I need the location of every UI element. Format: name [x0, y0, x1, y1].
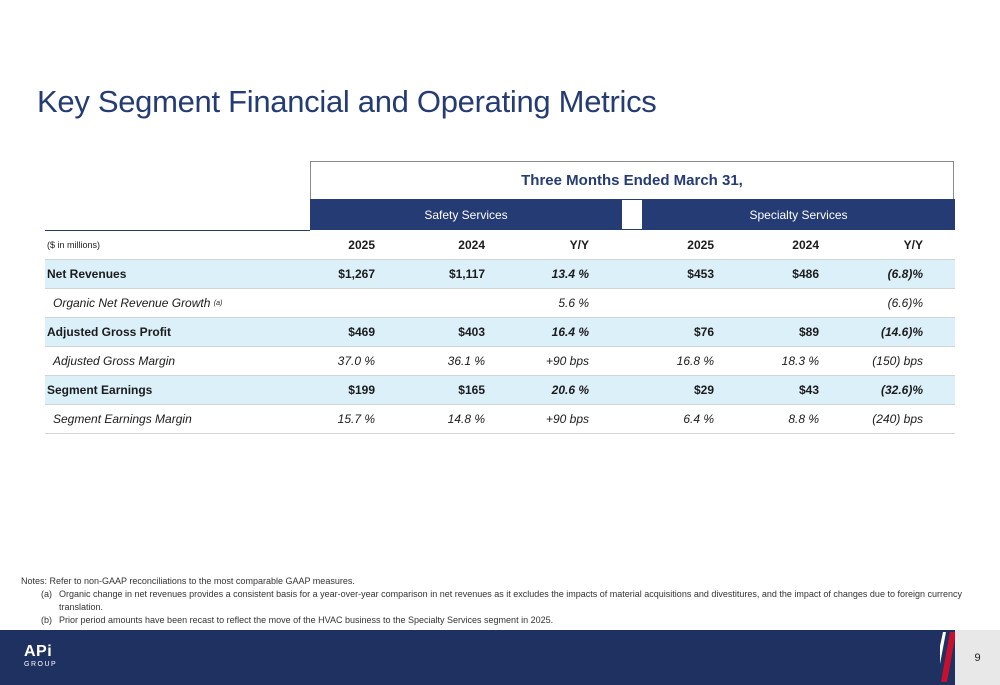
table-row: Adjusted Gross Profit $469 $403 16.4 % $…	[45, 318, 955, 347]
footnote-mark: (b)	[41, 615, 52, 625]
segment-header-safety: Safety Services	[310, 199, 622, 230]
header-rule	[45, 230, 310, 231]
table-cell: $453	[687, 267, 714, 281]
segment-header-specialty: Specialty Services	[642, 199, 955, 230]
footnote-text: Prior period amounts have been recast to…	[59, 615, 554, 625]
table-cell: (6.6)%	[887, 296, 923, 310]
table-row: Segment Earnings $199 $165 20.6 % $29 $4…	[45, 376, 955, 405]
table-row: Net Revenues $1,267 $1,117 13.4 % $453 $…	[45, 260, 955, 289]
table-cell: (32.6)%	[880, 383, 923, 397]
table-cell: (150) bps	[872, 354, 923, 368]
table-cell: 6.4 %	[683, 412, 714, 426]
page-title: Key Segment Financial and Operating Metr…	[37, 84, 657, 119]
table-cell: $469	[348, 325, 375, 339]
col-header-specialty-2024: 2024	[792, 238, 819, 252]
units-label: ($ in millions)	[47, 240, 101, 250]
footnote-text: Organic change in net revenues provides …	[59, 589, 962, 612]
table-row: Organic Net Revenue Growth (a) 5.6 % (6.…	[45, 289, 955, 318]
footnote-marker: (a)	[213, 299, 223, 307]
table-cell: 16.8 %	[676, 354, 714, 368]
footnotes: Notes: Refer to non-GAAP reconciliations…	[21, 575, 981, 627]
row-label-text: Organic Net Revenue Growth	[53, 296, 211, 310]
logo-wordmark: APi	[24, 643, 53, 660]
table-cell: 15.7 %	[337, 412, 375, 426]
footnote-item: (b) Prior period amounts have been recas…	[21, 614, 981, 627]
logo-subtext: GROUP	[24, 661, 58, 668]
footnote-mark: (a)	[41, 589, 52, 599]
col-header-specialty-yy: Y/Y	[903, 238, 923, 252]
table-cell: +90 bps	[545, 354, 589, 368]
col-header-safety-2024: 2024	[458, 238, 485, 252]
table-cell: +90 bps	[545, 412, 589, 426]
row-label: Segment Earnings	[47, 383, 153, 397]
table-cell: 18.3 %	[781, 354, 819, 368]
row-label: Segment Earnings Margin	[53, 412, 192, 426]
row-label: Net Revenues	[47, 267, 127, 281]
footer-bar	[0, 630, 1000, 685]
table-cell: $199	[348, 383, 375, 397]
table-cell: (6.8)%	[887, 267, 923, 281]
row-label: Adjusted Gross Profit	[47, 325, 172, 339]
table-cell: $76	[693, 325, 714, 339]
table-cell: 20.6 %	[551, 383, 589, 397]
table-cell: 8.8 %	[788, 412, 819, 426]
table-cell: (14.6)%	[880, 325, 923, 339]
table-cell: $486	[792, 267, 819, 281]
table-cell: 37.0 %	[337, 354, 375, 368]
company-logo: APi GROUP	[24, 644, 57, 669]
table-row: Segment Earnings Margin 15.7 % 14.8 % +9…	[45, 405, 955, 434]
footnote-item: (a) Organic change in net revenues provi…	[21, 588, 981, 614]
column-header-row: ($ in millions) 2025 2024 Y/Y 2025 2024 …	[45, 231, 955, 260]
table-cell: $403	[458, 325, 485, 339]
row-label: Adjusted Gross Margin	[53, 354, 176, 368]
table-cell: $1,267	[338, 267, 375, 281]
page-number: 9	[974, 651, 981, 664]
table-cell: 5.6 %	[558, 296, 589, 310]
table-cell: 36.1 %	[447, 354, 485, 368]
table-cell: $1,117	[448, 267, 485, 281]
table-cell: $165	[458, 383, 485, 397]
accent-slash-icon	[940, 632, 956, 682]
period-header: Three Months Ended March 31,	[310, 161, 954, 199]
table-cell: $43	[798, 383, 819, 397]
table-cell: $89	[798, 325, 819, 339]
col-header-safety-2025: 2025	[348, 238, 375, 252]
col-header-safety-yy: Y/Y	[569, 238, 589, 252]
segment-header-gap	[622, 199, 642, 230]
page-number-box: 9	[955, 630, 1000, 685]
notes-intro: Notes: Refer to non-GAAP reconciliations…	[21, 576, 355, 586]
table-row: Adjusted Gross Margin 37.0 % 36.1 % +90 …	[45, 347, 955, 376]
table-cell: (240) bps	[872, 412, 923, 426]
table-cell: 16.4 %	[551, 325, 589, 339]
metrics-table: ($ in millions) 2025 2024 Y/Y 2025 2024 …	[45, 231, 955, 434]
table-cell: 14.8 %	[447, 412, 485, 426]
col-header-specialty-2025: 2025	[687, 238, 714, 252]
row-label: Organic Net Revenue Growth (a)	[53, 289, 222, 317]
table-cell: $29	[693, 383, 714, 397]
table-cell: 13.4 %	[551, 267, 589, 281]
